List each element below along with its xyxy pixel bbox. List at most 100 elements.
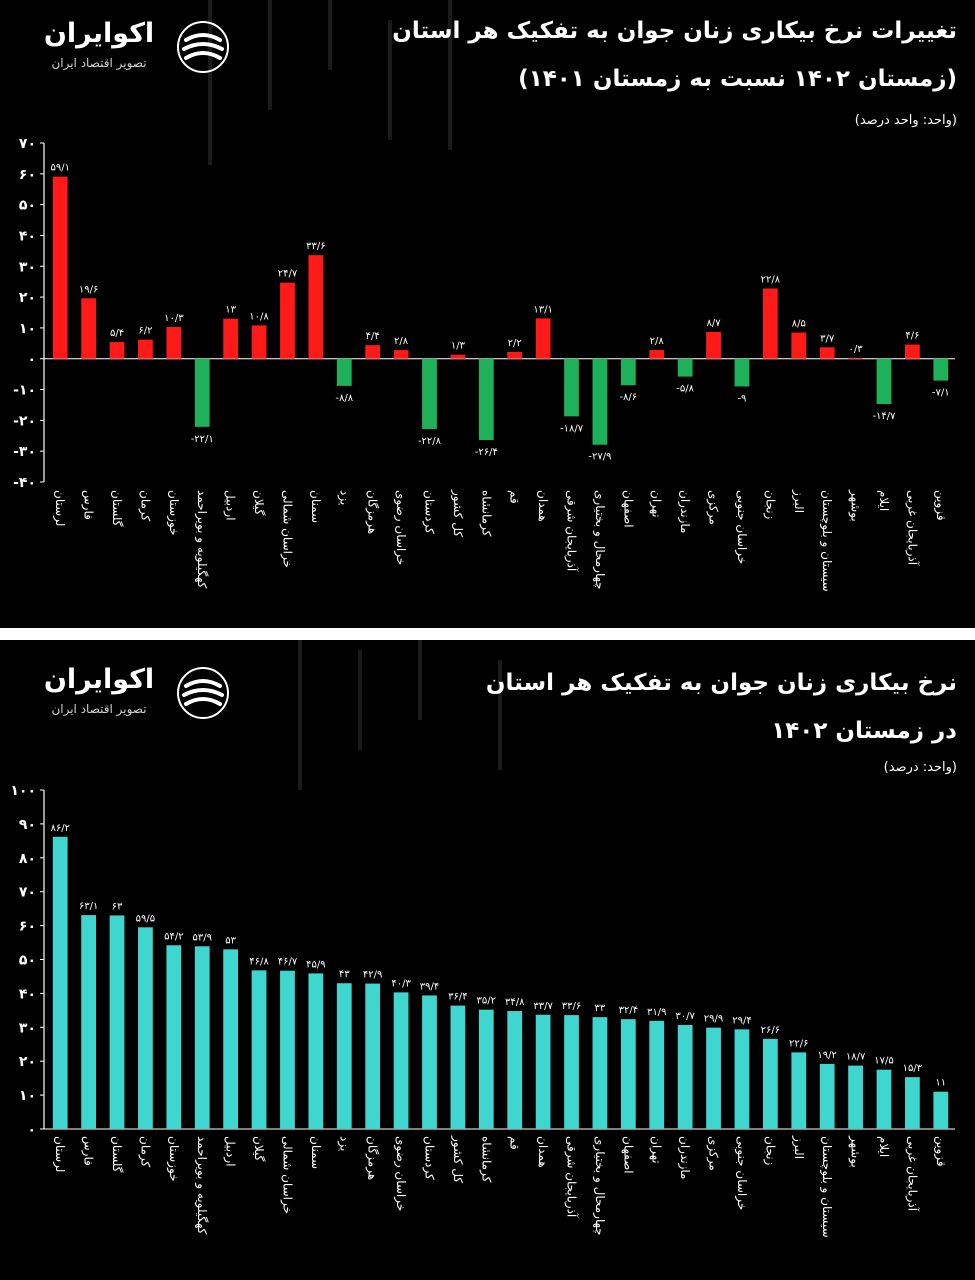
x-category-label: قم [508,490,522,504]
bar [52,836,68,1129]
y-tick-label: ۲۰ [19,1054,36,1070]
data-label: ۲۹/۴ [732,1015,751,1026]
background-decoration [208,0,452,165]
x-category-label: کرمان [137,490,152,522]
x-category-label: همدان [536,490,550,522]
data-label: ۱۸/۷ [846,1052,866,1063]
data-label: ۳/۷ [820,333,835,344]
data-label: ۱۳/۱ [533,304,552,315]
bar [336,983,352,1129]
y-tick-label: ۰ [27,1122,36,1138]
bar [422,358,437,429]
data-label: ۱۰/۸ [249,311,269,322]
brand-logo: اکوایران تصویر اقتصاد ایران [18,664,248,724]
data-label: ۴/۴ [366,331,380,342]
x-category-label: سیستان و بلوچستان [819,490,834,592]
x-category-label: خراسان جنوبی [734,1136,749,1210]
data-label: ۳۴/۸ [505,997,525,1008]
data-label: ۲۹/۹ [704,1014,723,1025]
bar [109,915,125,1129]
x-category-label: اردبیل [223,490,238,521]
data-label: ۱۰/۳ [164,313,184,324]
data-label: -۲۲/۱ [191,434,214,445]
bar [280,970,295,1129]
x-category-label: یزد [336,490,351,505]
bar [223,318,239,359]
x-category-label: خراسان رضوی [393,490,408,565]
y-tick-label: ۴۰ [19,228,36,244]
bar [478,358,494,441]
data-label: ۳۳/۶ [306,241,325,252]
bar [649,350,665,359]
bar [848,357,863,359]
data-label: -۲۲/۸ [418,436,442,447]
data-label: -۷/۱ [932,388,950,399]
logo-swirl-icon [177,667,229,719]
x-category-label: سیستان و بلوچستان [819,1136,834,1238]
x-category-label: هرمزگان [365,490,380,534]
bar [677,1024,693,1129]
bar [791,332,807,359]
bar [677,358,693,377]
bar [450,1005,466,1129]
data-label: ۵۳/۹ [192,932,211,943]
bar [138,339,153,359]
x-category-label: فارس [81,1136,96,1166]
x-category-label: مرکزی [706,1136,721,1171]
brand-name: اکوایران [43,664,155,695]
data-label: ۲۲/۸ [761,274,781,285]
data-label: ۴۶/۸ [249,956,269,967]
bar [819,347,835,359]
data-label: ۱۹/۶ [79,284,98,295]
x-category-label: البرز [791,1135,806,1159]
x-category-label: چهارمحال و بختیاری [592,1136,607,1236]
data-label: ۳۵/۲ [477,996,496,1007]
bar [535,1014,551,1129]
bar [507,1011,523,1129]
x-category-label: خراسان جنوبی [734,490,749,564]
y-tick-label: -۴۰ [13,475,36,491]
data-label: ۶/۲ [138,326,152,337]
bar [592,358,608,445]
x-category-label: هرمزگان [365,1136,380,1180]
x-category-label: یزد [336,1136,351,1151]
bar [592,1017,608,1129]
bar [194,946,210,1129]
data-label: ۴۵/۹ [306,959,325,970]
bar [52,176,68,359]
bar [138,927,153,1129]
data-label: ۰/۳ [849,344,864,355]
data-label: -۲۷/۹ [588,452,611,463]
bar [905,344,920,359]
x-category-label: گلستان [110,1136,124,1173]
bar [223,949,239,1129]
x-category-label: خراسان رضوی [393,1136,408,1211]
data-label: ۴۳ [339,969,350,980]
bar [620,358,636,386]
x-category-label: کهگیلویه و بویراحمد [194,490,209,589]
x-category-label: آذربایجان غربی [904,1136,920,1212]
bar [109,342,125,359]
data-label: ۳۱/۹ [647,1007,666,1018]
x-category-label: آذربایجان شرقی [564,1136,580,1218]
x-category-label: سمنان [309,1136,323,1169]
y-tick-label: ۳۰ [19,1020,36,1036]
x-category-label: مرکزی [706,490,721,525]
change-chart-panel: اکوایران تصویر اقتصاد ایران تغییرات نرخ … [0,0,975,628]
data-label: ۲۲/۶ [789,1038,808,1049]
data-label: ۵۳ [225,935,236,946]
y-tick-label: ۱۰ [19,321,36,337]
x-category-label: کرمانشاه [478,490,493,537]
data-label: ۸/۷ [706,318,721,329]
x-category-label: آذربایجان غربی [904,490,920,566]
bar [734,358,750,387]
data-label: ۴۰/۳ [391,978,411,989]
data-label: -۸/۸ [335,393,353,404]
x-category-label: کهگیلویه و بویراحمد [194,1136,209,1235]
data-label: ۳۳/۶ [562,1001,581,1012]
data-label: ۳۳ [595,1003,606,1014]
x-category-label: البرز [791,489,806,513]
y-tick-label: ۵۰ [19,953,36,969]
bar [507,351,523,359]
bar [308,973,324,1129]
